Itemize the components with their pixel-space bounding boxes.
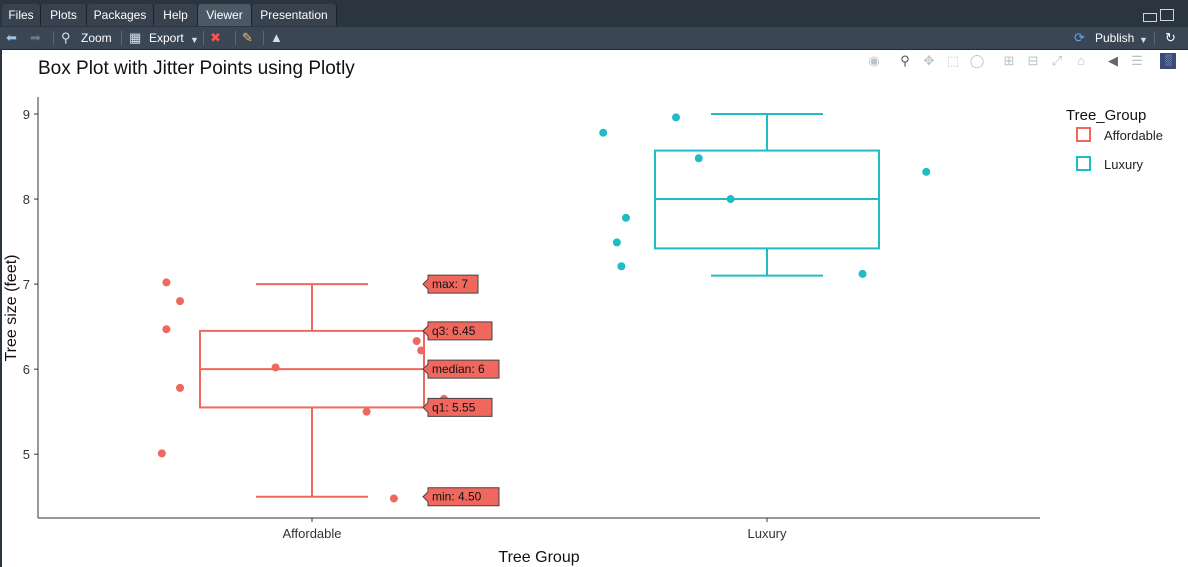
y-tick-label: 6 (23, 362, 30, 377)
hover-label-box (422, 487, 500, 507)
box-luxury[interactable] (654, 113, 880, 277)
jitter-point[interactable] (858, 269, 867, 278)
hover-label-box (422, 321, 493, 341)
hover-label: min: 4.50 (422, 487, 500, 507)
jitter-point[interactable] (672, 113, 680, 122)
legend[interactable]: Tree_Group Affordable Luxury (1066, 107, 1163, 172)
hover-label-text: median: 6 (432, 362, 485, 376)
toolbar-separator (121, 31, 122, 45)
tab-plots[interactable]: Plots (41, 4, 87, 26)
legend-title: Tree_Group (1066, 107, 1146, 124)
box-affordable[interactable] (199, 283, 425, 498)
jitter-point[interactable] (417, 346, 426, 355)
legend-swatch (1076, 127, 1091, 142)
tab-help[interactable]: Help (154, 4, 198, 26)
tab-viewer[interactable]: Viewer (198, 4, 252, 26)
export-button[interactable]: Export (149, 31, 184, 45)
zoom-button[interactable]: Zoom (81, 31, 112, 45)
tab-files[interactable]: Files (2, 4, 41, 26)
hover-label-text: min: 4.50 (432, 490, 482, 504)
toolbar-separator (53, 31, 54, 45)
y-tick-label: 7 (23, 277, 30, 292)
hover-label: q1: 5.55 (422, 397, 493, 417)
jitter-point[interactable] (271, 363, 280, 372)
jitter-point[interactable] (362, 407, 371, 416)
plotly-logo-icon[interactable]: ░ (1160, 53, 1176, 69)
maximize-pane-icon[interactable] (1160, 9, 1174, 21)
jitter-point[interactable] (176, 383, 185, 392)
jitter-point[interactable] (726, 195, 735, 204)
jitter-point[interactable] (162, 278, 171, 287)
publish-dropdown-icon[interactable]: ▼ (1139, 35, 1148, 45)
x-tick-label: Affordable (282, 526, 341, 541)
hover-label-text: max: 7 (432, 277, 468, 291)
hover-label: max: 7 (422, 274, 479, 294)
camera-icon[interactable]: ◉ (868, 53, 880, 68)
jitter-point[interactable] (157, 449, 166, 458)
jitter-point[interactable] (617, 262, 626, 271)
jitter-point[interactable] (612, 238, 621, 247)
hover-label-box (422, 274, 479, 294)
chart-title: Box Plot with Jitter Points using Plotly (38, 58, 355, 79)
jitter-point[interactable] (389, 494, 398, 503)
toolbar-separator (203, 31, 204, 45)
hover-label-box (422, 359, 500, 379)
tab-packages[interactable]: Packages (87, 4, 154, 26)
hover-label-text: q1: 5.55 (432, 400, 476, 414)
viewer-toolbar: ⬅ ➡ ⚲ Zoom ▦ Export ▼ ✖ ✎ ▲ ⟳ Publish ▼ … (0, 27, 1188, 50)
y-axis-title: Tree size (feet) (3, 255, 20, 362)
legend-item-luxury[interactable]: Luxury (1076, 156, 1144, 172)
y-tick-label: 5 (23, 447, 30, 462)
legend-label: Luxury (1104, 157, 1144, 172)
box-select-icon[interactable]: ⬚ (946, 53, 960, 68)
clear-all-broom-icon[interactable]: ✎ (242, 30, 253, 45)
jitter-point[interactable] (412, 337, 421, 346)
legend-label: Affordable (1104, 128, 1163, 143)
publish-button[interactable]: Publish (1095, 31, 1135, 45)
zoom-in-icon[interactable]: ⊞ (1003, 53, 1015, 68)
jitter-point[interactable] (176, 297, 185, 306)
refresh-icon[interactable]: ↻ (1165, 30, 1176, 45)
lasso-icon[interactable]: ◯ (969, 53, 985, 68)
y-tick-label: 9 (23, 107, 30, 122)
pan-icon[interactable]: ✥ (923, 53, 935, 68)
toolbar-separator (1154, 31, 1155, 45)
toolbar-separator (263, 31, 264, 45)
export-dropdown-icon[interactable]: ▼ (190, 35, 199, 45)
export-image-icon: ▦ (129, 30, 142, 45)
back-arrow-icon[interactable]: ⬅ (6, 30, 17, 45)
viewer-left-border (0, 49, 2, 567)
toolbar-separator (235, 31, 236, 45)
hover-label: q3: 6.45 (422, 321, 493, 341)
home-icon[interactable]: ⌂ (1077, 53, 1085, 68)
hover-label-box (422, 397, 493, 417)
zoom-out-icon[interactable]: ⊟ (1027, 53, 1039, 68)
forward-arrow-icon[interactable]: ➡ (30, 30, 41, 45)
tab-presentation[interactable]: Presentation (252, 4, 337, 26)
publish-icon: ⟳ (1074, 30, 1085, 45)
legend-item-affordable[interactable]: Affordable (1076, 127, 1163, 143)
hover-label-text: q3: 6.45 (432, 324, 476, 338)
hover-label: median: 6 (422, 359, 500, 379)
show-in-window-icon[interactable]: ▲ (270, 30, 283, 45)
jitter-point[interactable] (694, 154, 703, 163)
pane-tab-bar: Files Plots Packages Help Viewer Present… (0, 0, 1188, 28)
jitter-point[interactable] (599, 128, 608, 137)
compare-icon[interactable]: ☰ (1131, 53, 1143, 68)
remove-viewer-icon[interactable]: ✖ (210, 30, 221, 45)
zoom-magnifier-icon: ⚲ (61, 30, 71, 45)
zoom-icon[interactable]: ⚲ (900, 53, 910, 68)
x-axis-title: Tree Group (498, 549, 579, 566)
x-tick-label: Luxury (747, 526, 787, 541)
y-tick-label: 8 (23, 192, 30, 207)
legend-swatch (1076, 156, 1091, 171)
autoscale-icon[interactable]: ⤢ (1051, 53, 1063, 68)
jitter-point[interactable] (922, 167, 931, 176)
jitter-point[interactable] (162, 325, 171, 334)
spike-lines-icon[interactable]: ◀ (1108, 53, 1118, 68)
minimize-pane-icon[interactable] (1143, 13, 1157, 22)
jitter-point[interactable] (621, 213, 630, 222)
